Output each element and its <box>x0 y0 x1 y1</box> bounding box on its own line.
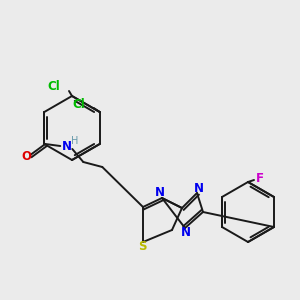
Text: Cl: Cl <box>72 98 85 110</box>
Text: N: N <box>194 182 204 194</box>
Text: F: F <box>256 172 264 184</box>
Text: S: S <box>138 239 146 253</box>
Text: H: H <box>70 136 78 146</box>
Text: N: N <box>62 140 72 152</box>
Text: N: N <box>181 226 191 239</box>
Text: O: O <box>21 151 31 164</box>
Text: N: N <box>155 187 165 200</box>
Text: Cl: Cl <box>47 80 60 92</box>
